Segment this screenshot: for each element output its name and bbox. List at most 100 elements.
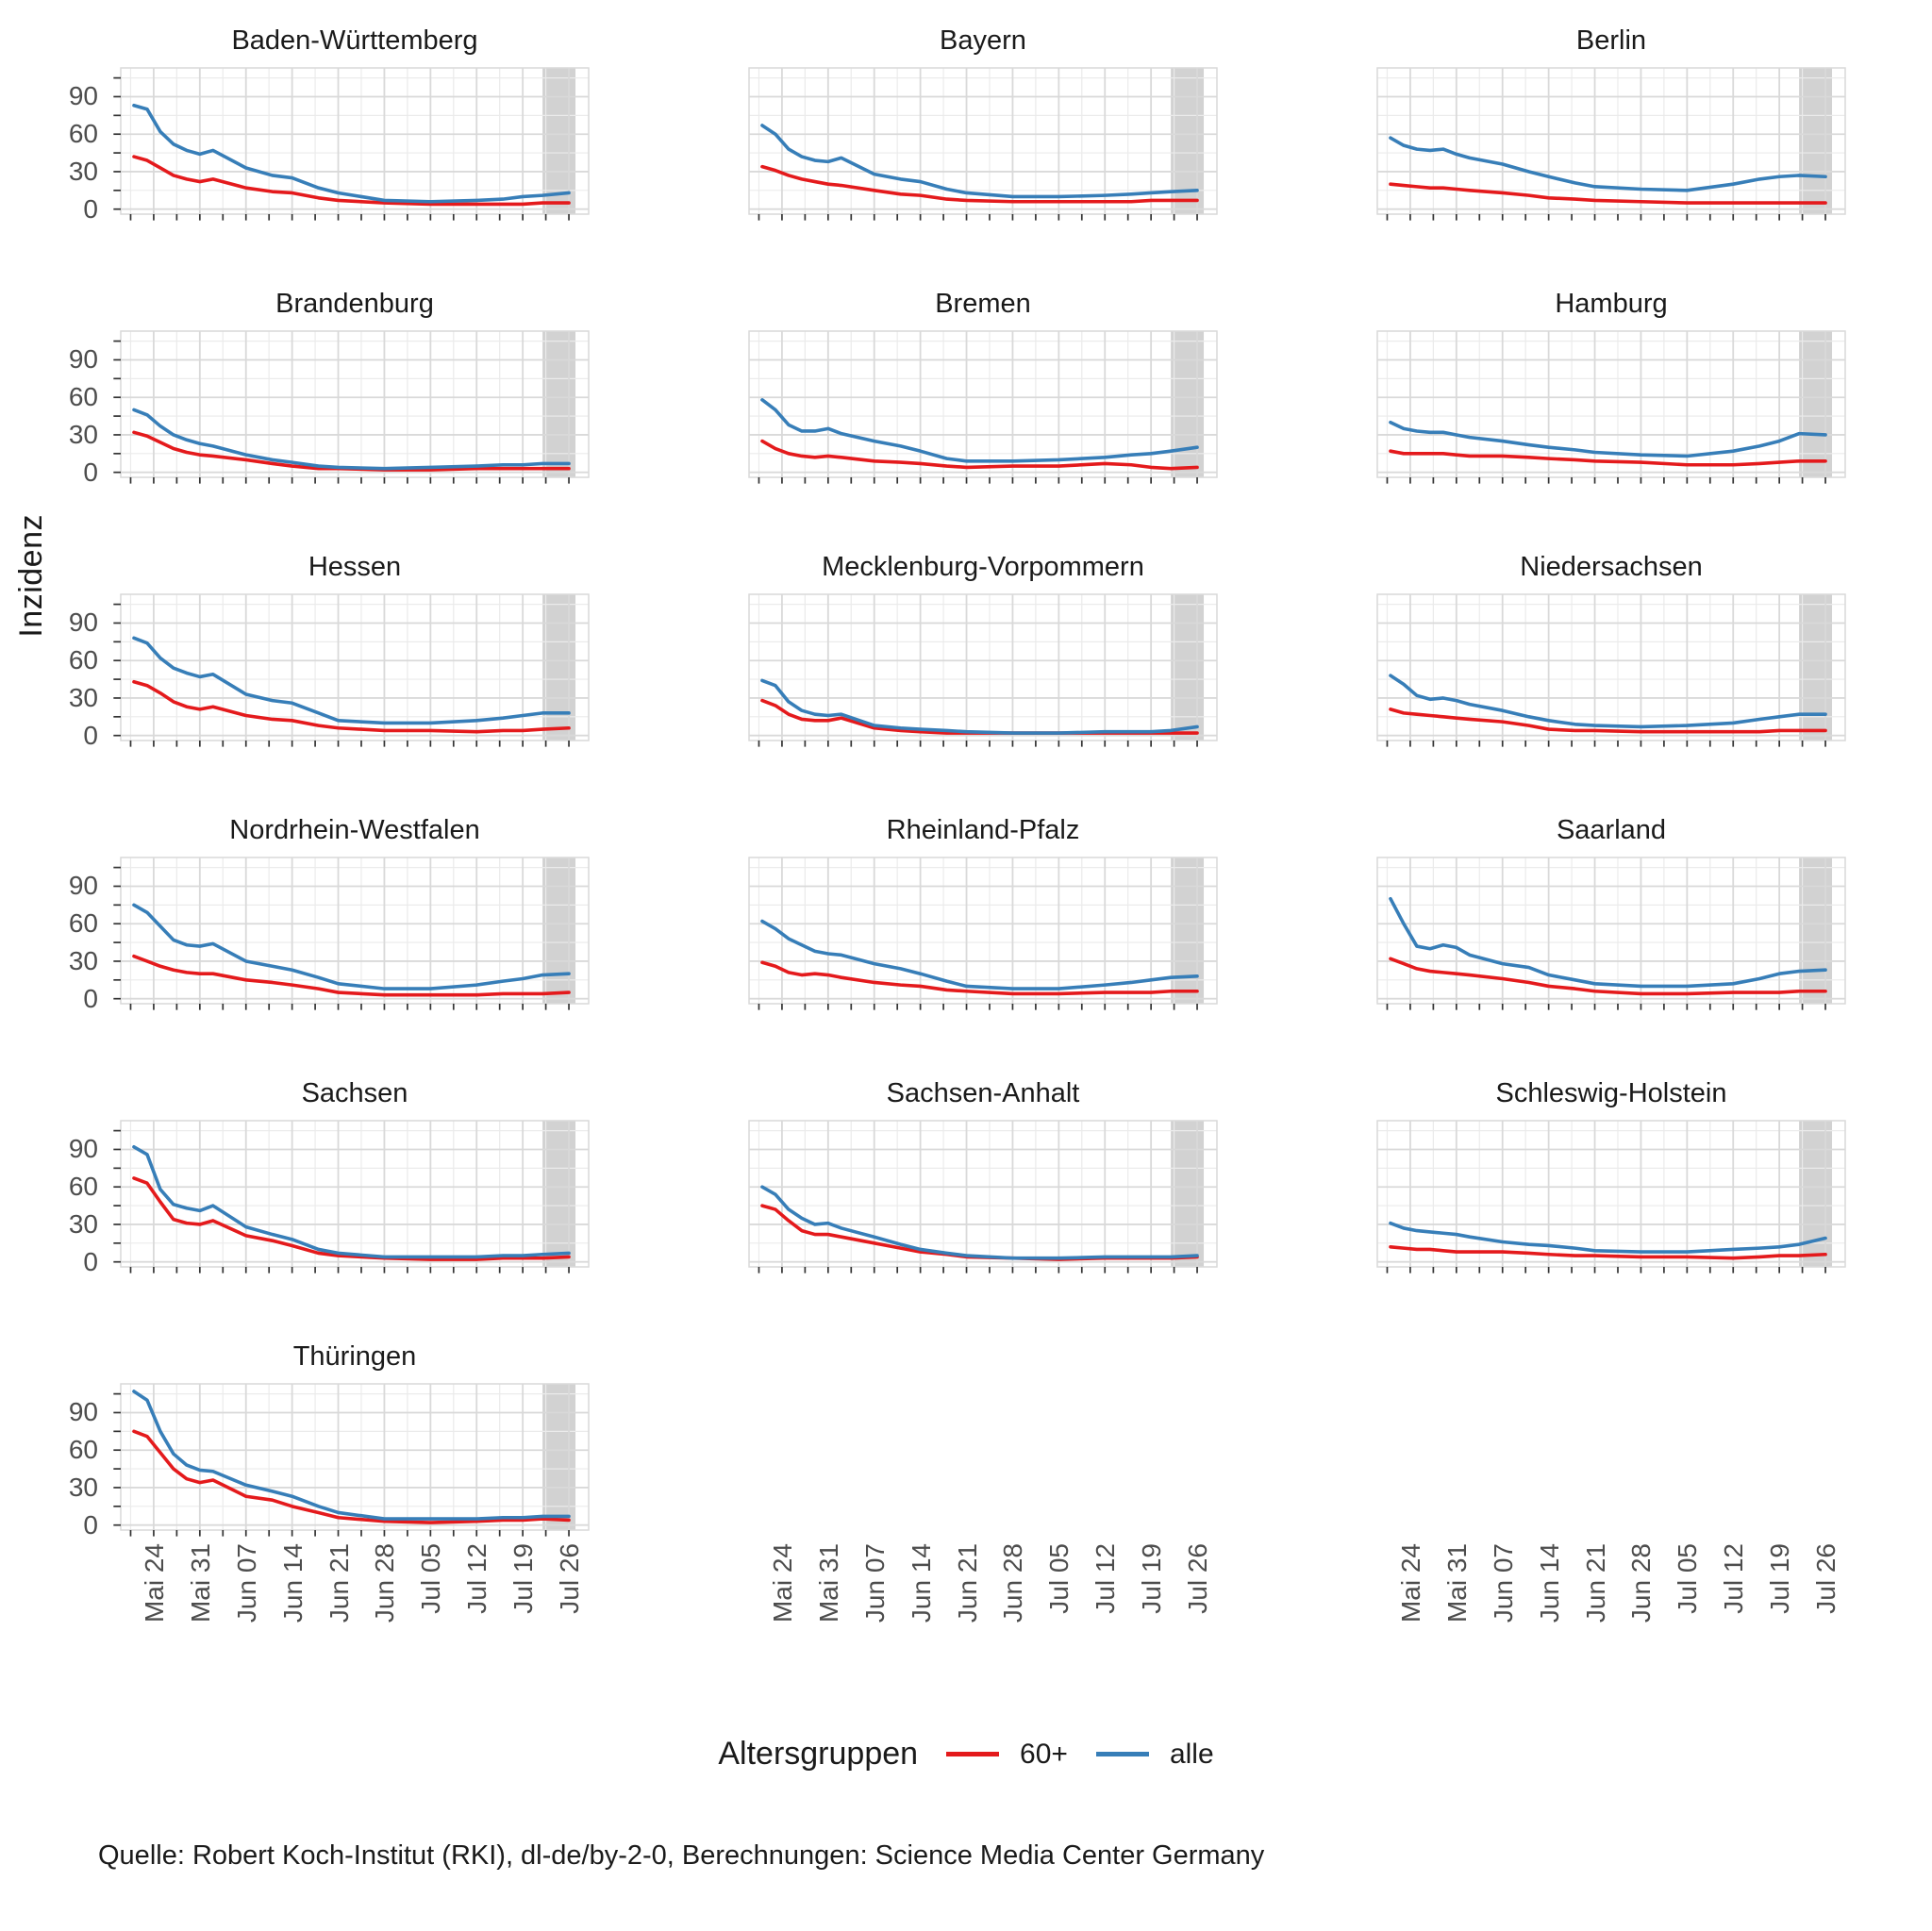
x-tick-label: Jun 07 bbox=[231, 1543, 261, 1623]
incomplete-data-band bbox=[1171, 1121, 1205, 1267]
y-tick-label: 0 bbox=[83, 457, 98, 487]
line-alle bbox=[762, 1187, 1197, 1258]
y-axis-tick-labels: 0 30 60 90 bbox=[45, 1121, 109, 1275]
legend-label-alle: alle bbox=[1169, 1738, 1214, 1770]
y-tick-label: 90 bbox=[68, 608, 98, 638]
line-60plus bbox=[1391, 709, 1825, 732]
line-60plus bbox=[1391, 1247, 1825, 1258]
facet-grid: Baden-Württemberg 0 30 60 90 Bayern Berlin Bran… bbox=[45, 25, 1932, 1677]
y-axis-tick-labels: 0 30 60 90 bbox=[45, 331, 109, 486]
facet-panel bbox=[749, 857, 1217, 1004]
legend-label-60plus: 60+ bbox=[1020, 1738, 1068, 1770]
facet-title: Mecklenburg-Vorpommern bbox=[822, 552, 1144, 582]
y-tick-label: 90 bbox=[68, 81, 98, 111]
line-60plus bbox=[134, 682, 569, 732]
line-alle bbox=[134, 106, 569, 202]
x-tick-label: Jul 19 bbox=[1765, 1543, 1795, 1614]
incomplete-data-band bbox=[1171, 331, 1205, 477]
panel-box bbox=[749, 331, 1217, 477]
panel-box bbox=[1377, 857, 1845, 1004]
x-tick-label: Jun 28 bbox=[1626, 1543, 1657, 1623]
line-alle bbox=[762, 922, 1197, 990]
facet-saarland: Saarland bbox=[1377, 814, 1845, 1004]
x-tick-label: Jul 12 bbox=[1719, 1543, 1749, 1614]
facet-panel bbox=[121, 1121, 589, 1267]
incomplete-data-band bbox=[1799, 857, 1833, 1004]
line-alle bbox=[134, 1147, 569, 1257]
facet-title: Baden-Württemberg bbox=[231, 25, 478, 56]
panel-box: 0 30 60 90 bbox=[69, 68, 589, 224]
facet-title: Brandenburg bbox=[275, 289, 434, 319]
facet-th-ringen: Thüringen 0 30 60 90 Mai 24 Mai 31 Jun 07 Jun 14… bbox=[69, 1340, 589, 1677]
facet-baden-w-rttemberg: Baden-Württemberg 0 30 60 90 bbox=[69, 25, 589, 224]
x-tick-label: Jul 12 bbox=[462, 1543, 492, 1614]
x-tick-label: Mai 24 bbox=[139, 1543, 169, 1623]
facet-bremen: Bremen bbox=[749, 288, 1217, 477]
facet-panel bbox=[749, 594, 1217, 741]
line-alle bbox=[1391, 138, 1825, 191]
y-tick-label: 0 bbox=[83, 983, 98, 1013]
line-alle bbox=[134, 638, 569, 723]
x-tick-label: Jul 26 bbox=[1183, 1543, 1213, 1614]
x-tick-label: Mai 31 bbox=[1441, 1543, 1472, 1623]
facet-panel bbox=[749, 1121, 1217, 1267]
incomplete-data-band bbox=[1799, 331, 1833, 477]
facet-niedersachsen: Niedersachsen bbox=[1377, 551, 1845, 741]
incomplete-data-band bbox=[542, 857, 576, 1004]
panel-box bbox=[1377, 68, 1845, 214]
incomplete-data-band bbox=[1799, 68, 1833, 214]
y-tick-label: 0 bbox=[83, 1246, 98, 1276]
x-tick-label: Jul 26 bbox=[555, 1543, 585, 1614]
facet-brandenburg: Brandenburg 0 30 60 90 bbox=[69, 288, 589, 487]
line-alle bbox=[1391, 423, 1825, 457]
legend-item-alle: alle bbox=[1095, 1738, 1214, 1771]
y-tick-label: 60 bbox=[68, 908, 98, 939]
facet-hessen: Hessen 0 30 60 90 bbox=[69, 551, 589, 750]
x-tick-label: Mai 24 bbox=[767, 1543, 797, 1623]
y-tick-label: 30 bbox=[68, 945, 98, 975]
y-tick-label: 30 bbox=[68, 419, 98, 449]
x-axis-tick-labels: Mai 24 Mai 31 Jun 07 Jun 14 Jun 21 Jun 28 Jul … bbox=[1377, 1534, 1845, 1677]
facet-title: Thüringen bbox=[292, 1341, 417, 1372]
line-alle bbox=[1391, 1224, 1825, 1252]
line-60plus bbox=[134, 1431, 569, 1523]
facet-panel bbox=[1377, 857, 1845, 1004]
facet-title: Bayern bbox=[940, 25, 1026, 56]
x-axis-tick-labels: Mai 24 Mai 31 Jun 07 Jun 14 Jun 21 Jun 28 Jul … bbox=[749, 1534, 1217, 1677]
facet-title: Hessen bbox=[308, 552, 402, 582]
line-alle bbox=[762, 125, 1197, 197]
facet-rheinland-pfalz: Rheinland-Pfalz bbox=[749, 814, 1217, 1004]
x-axis-tick-labels: Mai 24 Mai 31 Jun 07 Jun 14 Jun 21 Jun 28 Jul … bbox=[121, 1534, 589, 1677]
line-alle bbox=[762, 680, 1197, 733]
y-tick-label: 90 bbox=[68, 1397, 98, 1427]
y-tick-label: 30 bbox=[68, 682, 98, 712]
line-alle bbox=[1391, 675, 1825, 726]
y-tick-label: 90 bbox=[68, 1134, 98, 1164]
incomplete-data-band bbox=[1799, 594, 1833, 741]
facet-panel bbox=[121, 68, 589, 214]
x-tick-label: Jun 14 bbox=[277, 1543, 308, 1623]
facet-mecklenburg-vorpommern: Mecklenburg-Vorpommern bbox=[749, 551, 1217, 741]
x-tick-label: Jul 05 bbox=[416, 1543, 446, 1614]
x-tick-label: Mai 31 bbox=[813, 1543, 843, 1623]
line-60plus bbox=[134, 1178, 569, 1259]
y-tick-label: 60 bbox=[68, 1172, 98, 1202]
facet-panel bbox=[1377, 594, 1845, 741]
x-tick-label: Mai 31 bbox=[185, 1543, 215, 1623]
x-tick-label: Jun 07 bbox=[859, 1543, 890, 1623]
facet-title: Sachsen-Anhalt bbox=[886, 1078, 1080, 1108]
y-axis-tick-labels: 0 30 60 90 bbox=[45, 1384, 109, 1539]
y-axis-tick-labels: 0 30 60 90 bbox=[45, 857, 109, 1012]
panel-box: 0 30 60 90 bbox=[69, 594, 589, 750]
facet-title: Saarland bbox=[1556, 815, 1667, 845]
facet-panel bbox=[749, 68, 1217, 214]
line-60plus bbox=[762, 962, 1197, 993]
x-tick-label: Mai 24 bbox=[1395, 1543, 1425, 1623]
x-axis-strip-column-3: Mai 24 Mai 31 Jun 07 Jun 14 Jun 21 Jun 28 Jul … bbox=[1377, 1340, 1845, 1677]
x-tick-label: Jul 12 bbox=[1091, 1543, 1121, 1614]
y-tick-label: 30 bbox=[68, 1472, 98, 1502]
facet-panel bbox=[121, 594, 589, 741]
panel-box bbox=[1377, 1121, 1845, 1267]
y-tick-label: 60 bbox=[68, 645, 98, 675]
y-axis-tick-labels: 0 30 60 90 bbox=[45, 594, 109, 749]
